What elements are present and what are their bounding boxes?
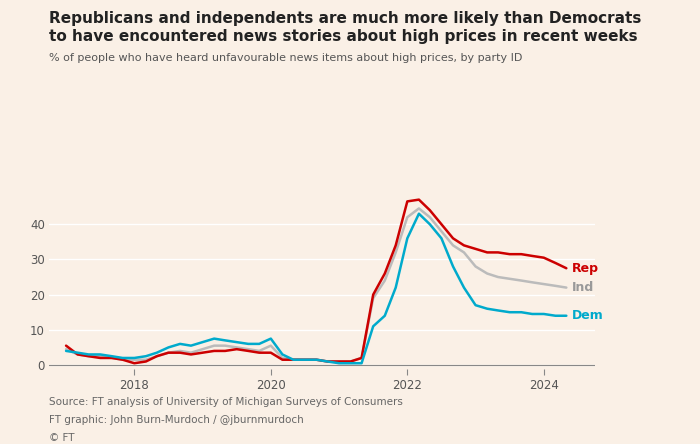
Text: Rep: Rep xyxy=(572,262,598,275)
Text: Republicans and independents are much more likely than Democrats: Republicans and independents are much mo… xyxy=(49,11,641,26)
Text: Source: FT analysis of University of Michigan Surveys of Consumers: Source: FT analysis of University of Mic… xyxy=(49,397,403,408)
Text: © FT: © FT xyxy=(49,433,74,443)
Text: FT graphic: John Burn-Murdoch / @jburnmurdoch: FT graphic: John Burn-Murdoch / @jburnmu… xyxy=(49,415,304,425)
Text: Ind: Ind xyxy=(572,281,594,294)
Text: Dem: Dem xyxy=(572,309,603,322)
Text: to have encountered news stories about high prices in recent weeks: to have encountered news stories about h… xyxy=(49,29,638,44)
Text: % of people who have heard unfavourable news items about high prices, by party I: % of people who have heard unfavourable … xyxy=(49,53,522,63)
